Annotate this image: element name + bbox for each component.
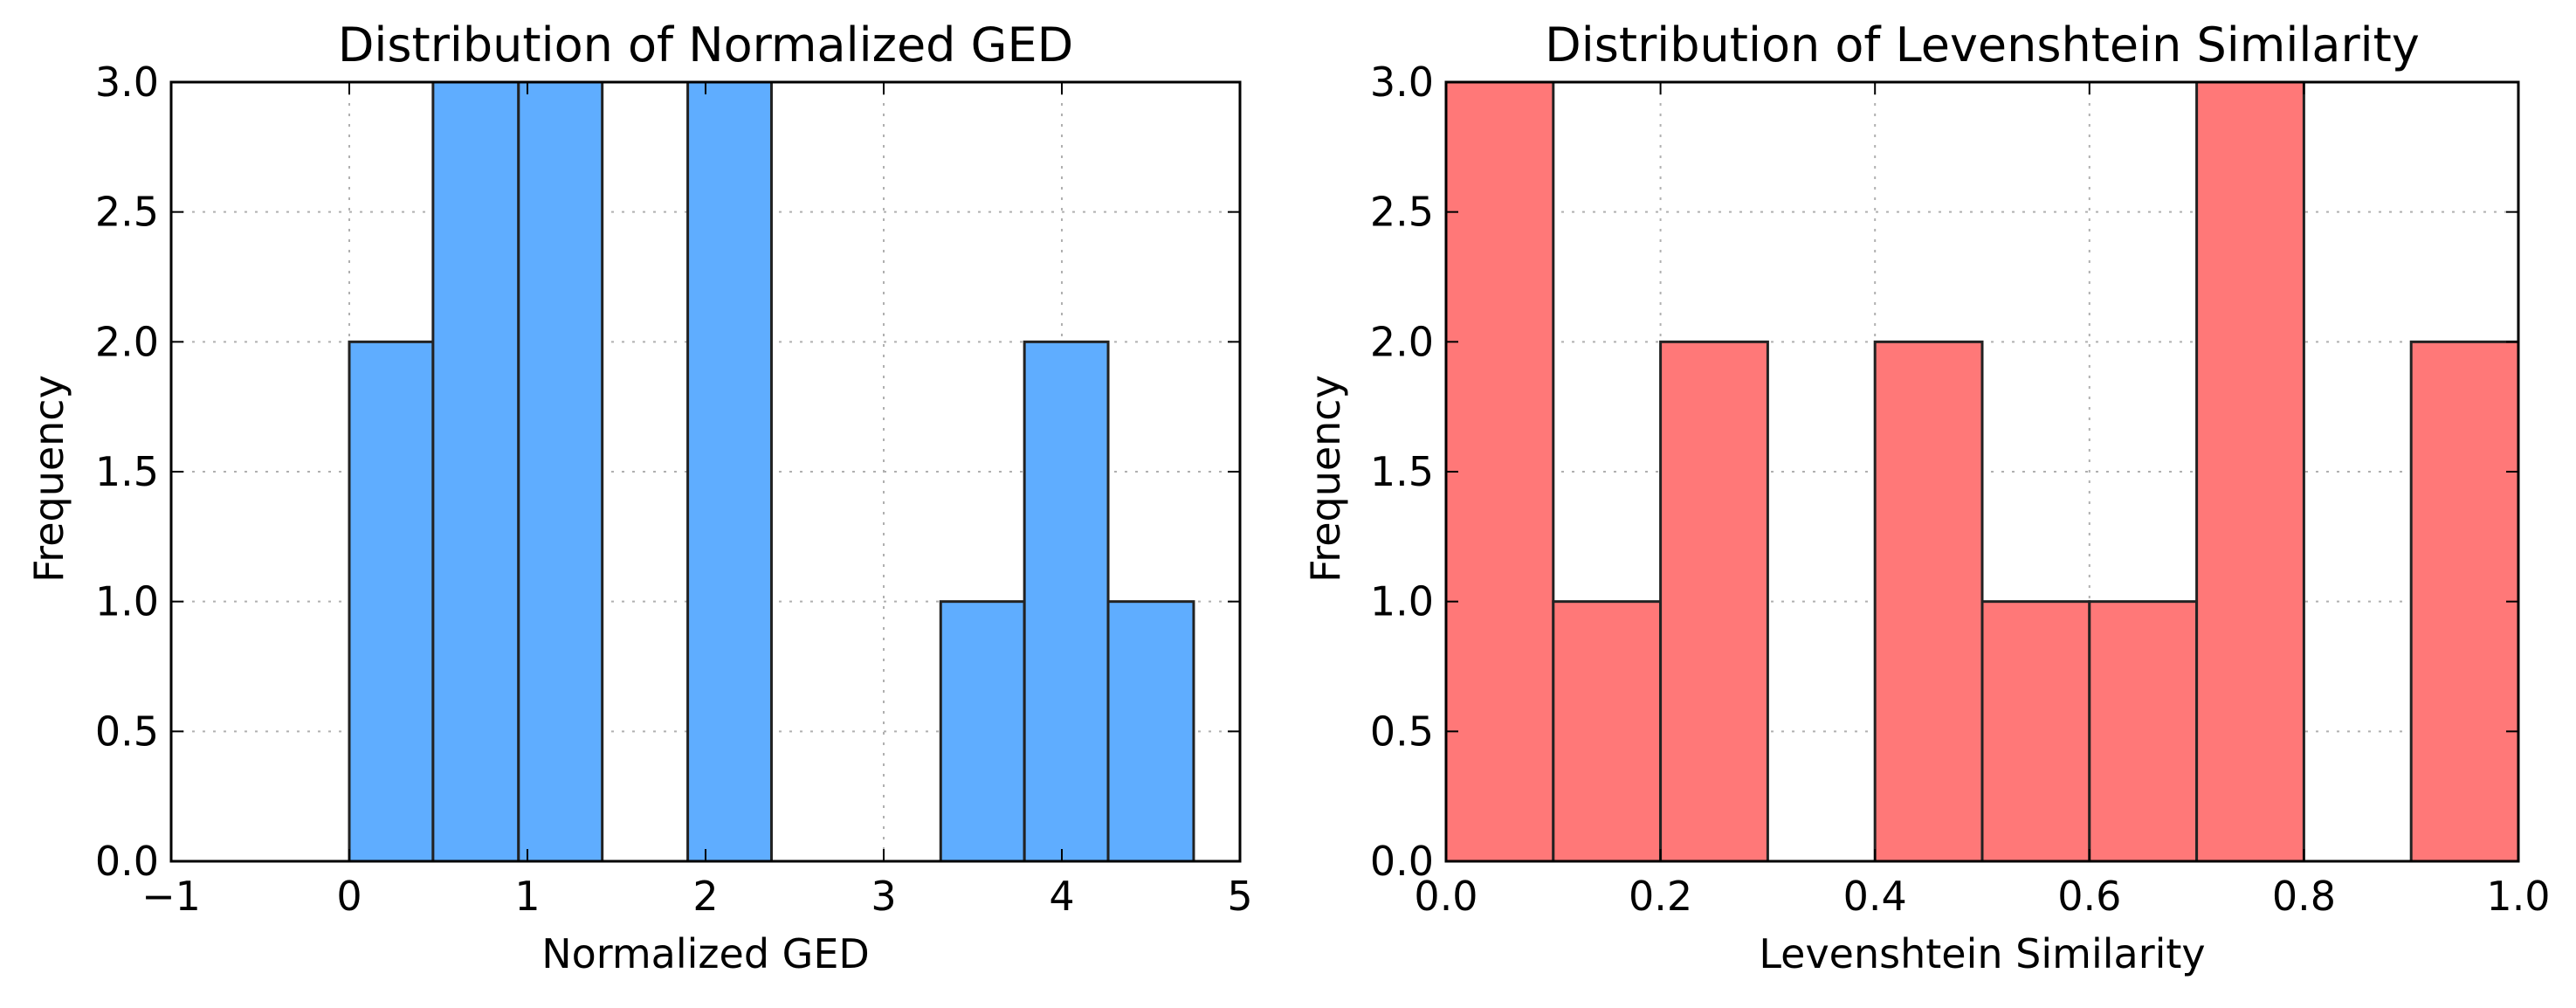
chart-title: Distribution of Normalized GED — [338, 17, 1073, 72]
histogram-bar — [348, 340, 435, 863]
histogram-bar — [2195, 80, 2305, 863]
y-tick-label: 1.5 — [1370, 448, 1434, 495]
histogram-bar — [431, 80, 520, 863]
ged-histogram-panel: Distribution of Normalized GED Normalize… — [25, 17, 1253, 977]
x-tick-label: 0 — [336, 873, 362, 920]
y-tick-label: 1.0 — [1370, 578, 1434, 625]
x-tick-label: 5 — [1227, 873, 1252, 920]
y-tick-label: 3.0 — [1370, 59, 1434, 106]
y-axis-label: Frequency — [25, 375, 72, 583]
plot-frame — [1444, 80, 2520, 863]
y-tick-label: 3.0 — [95, 59, 159, 106]
histogram-bar — [2088, 600, 2199, 863]
x-axis-label: Normalized GED — [541, 930, 870, 977]
y-tick-label: 0.5 — [95, 708, 159, 755]
y-tick-label: 0.0 — [95, 838, 159, 885]
y-tick-label: 2.5 — [1370, 189, 1434, 236]
x-tick-label: 2 — [692, 873, 718, 920]
x-tick-label: 0.2 — [1629, 873, 1692, 920]
y-tick-label: 0.5 — [1370, 708, 1434, 755]
x-tick-label: 3 — [871, 873, 896, 920]
histogram-bar — [1873, 340, 1984, 863]
y-axis-label: Frequency — [1302, 375, 1349, 583]
histogram-bar — [1444, 80, 1555, 863]
y-tick-label: 2.5 — [95, 189, 159, 236]
histogram-bar — [1106, 600, 1195, 863]
x-tick-label: −1 — [141, 873, 201, 920]
plot-frame — [169, 80, 1242, 863]
y-tick-label: 2.0 — [95, 318, 159, 365]
x-tick-label: 1 — [514, 873, 540, 920]
y-tick-label: 1.5 — [95, 448, 159, 495]
x-tick-label: 0.0 — [1414, 873, 1477, 920]
histogram-bar — [1659, 340, 1769, 863]
histogram-bar — [1552, 600, 1663, 863]
histogram-bar — [939, 600, 1026, 863]
x-axis-label: Levenshtein Similarity — [1759, 930, 2205, 977]
chart-title: Distribution of Levenshtein Similarity — [1545, 17, 2420, 72]
y-tick-label: 1.0 — [95, 578, 159, 625]
histogram-bar — [686, 80, 773, 863]
histogram-bar — [1023, 340, 1110, 863]
histogram-bar — [1980, 600, 2091, 863]
levenshtein-histogram-panel: Distribution of Levenshtein Similarity L… — [1302, 17, 2551, 977]
histogram-bar — [2409, 340, 2520, 863]
histogram-bar — [517, 80, 604, 863]
x-tick-label: 0.6 — [2057, 873, 2121, 920]
x-tick-label: 0.4 — [1843, 873, 1907, 920]
x-tick-label: 4 — [1049, 873, 1074, 920]
y-tick-label: 2.0 — [1370, 318, 1434, 365]
x-tick-label: 1.0 — [2486, 873, 2550, 920]
x-tick-label: 0.8 — [2272, 873, 2336, 920]
y-tick-label: 0.0 — [1370, 838, 1434, 885]
